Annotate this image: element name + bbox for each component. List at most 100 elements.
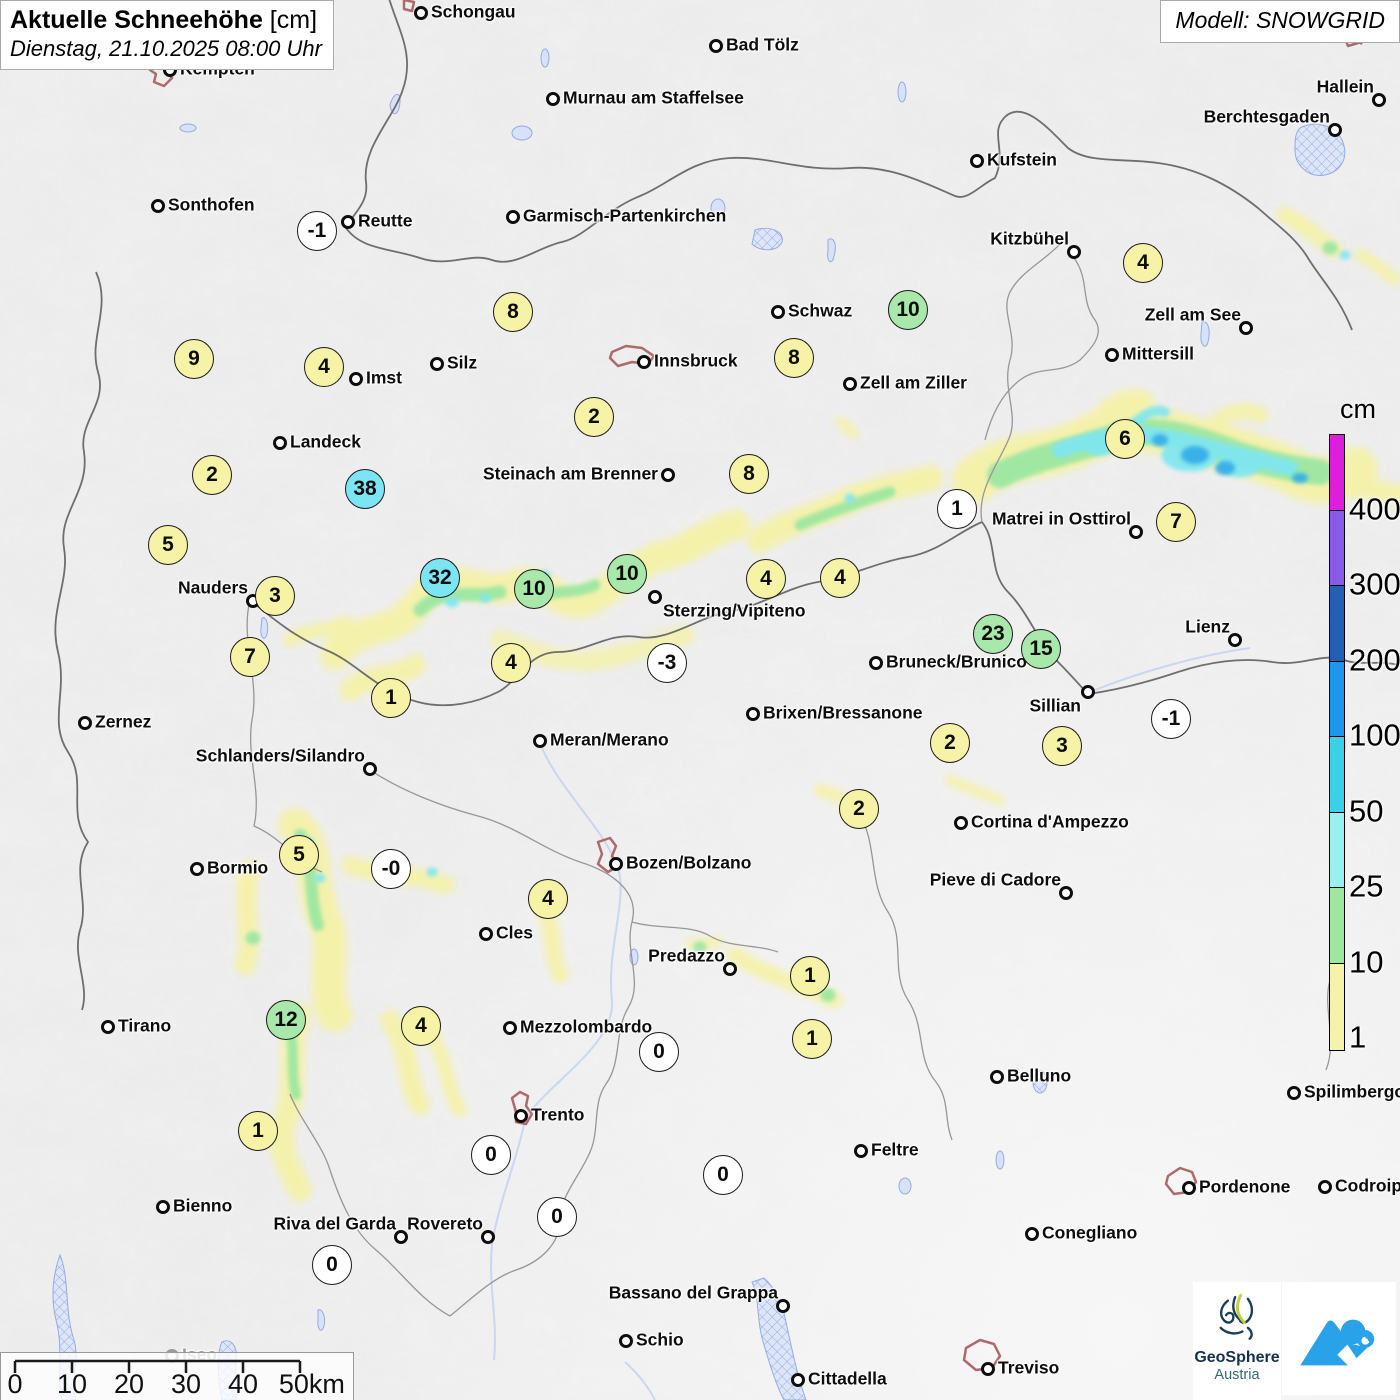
city-label: Treviso — [998, 1357, 1060, 1378]
city-marker — [1059, 886, 1073, 900]
city-label: Spilimbergo — [1304, 1081, 1400, 1102]
snow-value-badge: 3 — [255, 576, 295, 616]
snow-value-badge: 8 — [774, 338, 814, 378]
legend-band — [1330, 510, 1344, 586]
snow-value-badge: 32 — [420, 558, 460, 598]
city-label: Feltre — [871, 1139, 919, 1160]
city-marker — [776, 1299, 790, 1313]
city-marker — [273, 436, 287, 450]
lake-kochelsee — [710, 198, 726, 218]
legend-band — [1330, 963, 1344, 1050]
legend-tick-label: 1 — [1349, 1019, 1367, 1055]
city-label: Schongau — [431, 1, 516, 22]
city-label: Trento — [531, 1104, 585, 1125]
snow-value-badge: 4 — [491, 643, 531, 683]
region-borders — [246, 241, 1346, 1317]
city-marker — [709, 39, 723, 53]
city-marker — [723, 962, 737, 976]
legend-band — [1330, 435, 1344, 511]
snow-value-badge: -3 — [647, 643, 687, 683]
lake-santa-croce — [1032, 1070, 1048, 1094]
snow-value-badge: 2 — [192, 455, 232, 495]
scale-bar-label: 50km — [278, 1369, 345, 1399]
city-marker — [609, 857, 623, 871]
snow-value-badge: 5 — [279, 835, 319, 875]
city-marker — [481, 1230, 495, 1244]
city-label: Schlanders/Silandro — [195, 745, 365, 766]
page-title: Aktuelle Schneehöhe [cm] — [10, 6, 322, 35]
legend-band — [1330, 888, 1344, 964]
city-label: Nauders — [177, 577, 248, 598]
city-label: Meran/Merano — [550, 729, 669, 750]
city-label: Schwaz — [788, 300, 853, 321]
city-marker — [506, 210, 520, 224]
snow-value-badge: 4 — [1123, 243, 1163, 283]
snow-value-badge: 4 — [401, 1006, 441, 1046]
geosphere-logo: GeoSphere Austria — [1193, 1282, 1281, 1400]
lake-idro — [317, 1309, 325, 1331]
lake-staffelsee — [511, 125, 533, 141]
snow-value-badge: 9 — [174, 339, 214, 379]
city-marker — [1372, 93, 1386, 107]
legend-band — [1330, 586, 1344, 662]
title-box: Aktuelle Schneehöhe [cm] Dienstag, 21.10… — [0, 0, 334, 70]
snow-value-badge: 1 — [371, 678, 411, 718]
city-label: Zell am Ziller — [860, 372, 967, 393]
snow-value-badge: 1 — [790, 956, 830, 996]
snow-value-badge: 0 — [312, 1245, 352, 1285]
legend-tick-label: 400 — [1349, 490, 1400, 526]
legend-tick-label: 50 — [1349, 792, 1384, 828]
lake-reschensee — [260, 617, 269, 639]
legend-tick-label: 300 — [1349, 566, 1400, 602]
city-label: Pieve di Cadore — [929, 869, 1061, 890]
city-marker — [341, 215, 355, 229]
product-unit: [cm] — [262, 6, 318, 34]
city-label: Landeck — [290, 431, 361, 452]
snow-value-badge: 1 — [792, 1019, 832, 1059]
city-marker — [190, 862, 204, 876]
snow-value-badge: 0 — [703, 1155, 743, 1195]
product-name: Aktuelle Schneehöhe — [10, 6, 263, 34]
snow-value-badge: -1 — [297, 211, 337, 251]
city-label: Garmisch-Partenkirchen — [523, 205, 727, 226]
city-marker — [1025, 1227, 1039, 1241]
city-label: Tirano — [118, 1015, 172, 1036]
snow-value-badge: 4 — [528, 879, 568, 919]
rivers — [490, 647, 1251, 1400]
city-label: Sillian — [1029, 695, 1081, 716]
legend-color-bar — [1329, 434, 1345, 1051]
snow-value-badge: 7 — [1156, 502, 1196, 542]
city-label: Brixen/Bressanone — [763, 702, 923, 723]
city-label: Pordenone — [1199, 1176, 1291, 1197]
snow-value-badge: 2 — [839, 789, 879, 829]
city-label: Innsbruck — [654, 350, 738, 371]
outline-treviso — [962, 1338, 1002, 1372]
city-label: Zernez — [95, 711, 152, 732]
city-marker — [1129, 525, 1143, 539]
city-marker — [1239, 321, 1253, 335]
city-label: Riva del Garda — [273, 1213, 396, 1234]
city-marker — [546, 92, 560, 106]
snow-value-badge: 12 — [266, 1000, 306, 1040]
city-marker — [854, 1144, 868, 1158]
scale-bar-ticks — [13, 1359, 302, 1373]
city-marker — [990, 1070, 1004, 1084]
city-marker — [394, 1230, 408, 1244]
city-marker — [648, 590, 662, 604]
model-label: Modell: SNOWGRID — [1175, 7, 1385, 33]
city-marker — [533, 734, 547, 748]
city-marker — [414, 6, 428, 20]
city-label: Cles — [496, 922, 533, 943]
scale-bar-label: 10 — [56, 1369, 88, 1399]
city-label: Bozen/Bolzano — [626, 852, 752, 873]
city-marker — [479, 927, 493, 941]
snow-value-badge: 2 — [930, 723, 970, 763]
snow-value-badge: 4 — [304, 347, 344, 387]
model-box: Modell: SNOWGRID — [1160, 0, 1400, 43]
city-marker — [843, 377, 857, 391]
geosphere-country: Austria — [1214, 1367, 1260, 1383]
snow-value-badge: 2 — [574, 397, 614, 437]
timestamp: Dienstag, 21.10.2025 08:00 Uhr — [10, 36, 322, 61]
city-marker — [1287, 1086, 1301, 1100]
